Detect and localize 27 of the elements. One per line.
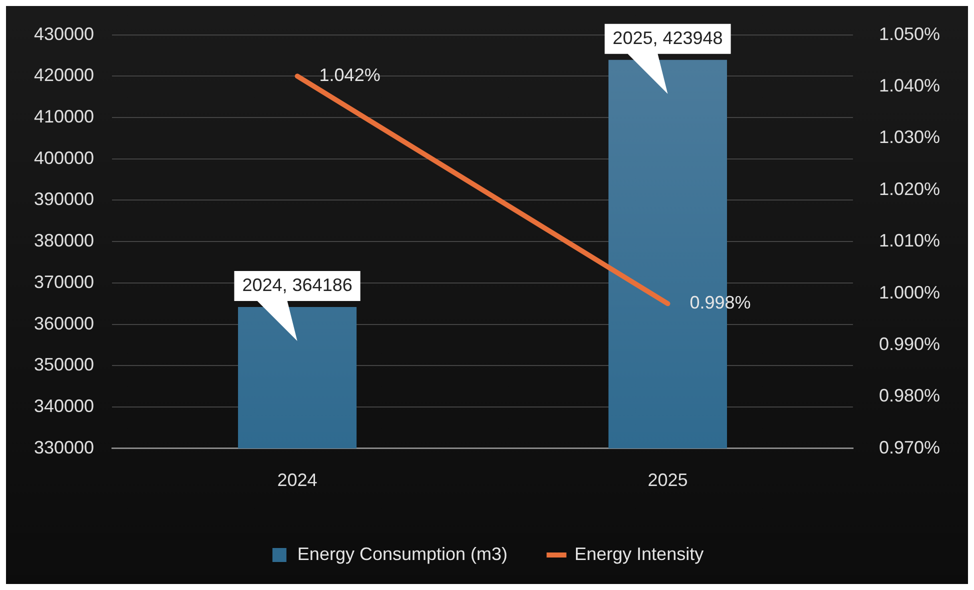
data-label: 1.042% <box>319 65 380 86</box>
y-tick-label: 380000 <box>34 230 94 251</box>
x-tick-label: 2024 <box>277 470 318 490</box>
y2-tick-label: 1.050% <box>878 24 940 44</box>
legend-label: Energy Intensity <box>574 544 704 564</box>
y2-tick-label: 1.030% <box>878 127 940 148</box>
data-label: 2024, 364186 <box>242 274 352 295</box>
y2-tick-label: 1.040% <box>878 75 940 96</box>
y-tick-label: 400000 <box>34 148 94 168</box>
y-tick-label: 330000 <box>34 437 94 458</box>
data-label: 2025, 423948 <box>612 28 723 48</box>
y-tick-label: 430000 <box>34 24 94 44</box>
y-tick-label: 350000 <box>34 354 94 375</box>
x-tick-label: 2025 <box>648 470 688 490</box>
y-tick-label: 370000 <box>34 272 94 292</box>
y2-tick-label: 1.000% <box>878 282 940 302</box>
y2-tick-label: 1.010% <box>878 230 940 251</box>
y2-tick-label: 1.020% <box>878 178 940 199</box>
y-tick-label: 390000 <box>34 189 94 210</box>
legend-label: Energy Consumption (m3) <box>297 544 508 564</box>
y2-tick-label: 0.980% <box>878 386 940 406</box>
y-tick-label: 360000 <box>34 313 94 334</box>
y-tick-label: 410000 <box>34 106 94 126</box>
y-tick-label: 420000 <box>34 65 94 86</box>
y2-tick-label: 0.990% <box>878 334 940 354</box>
y2-tick-label: 0.970% <box>878 437 940 458</box>
y-tick-label: 340000 <box>34 396 94 416</box>
